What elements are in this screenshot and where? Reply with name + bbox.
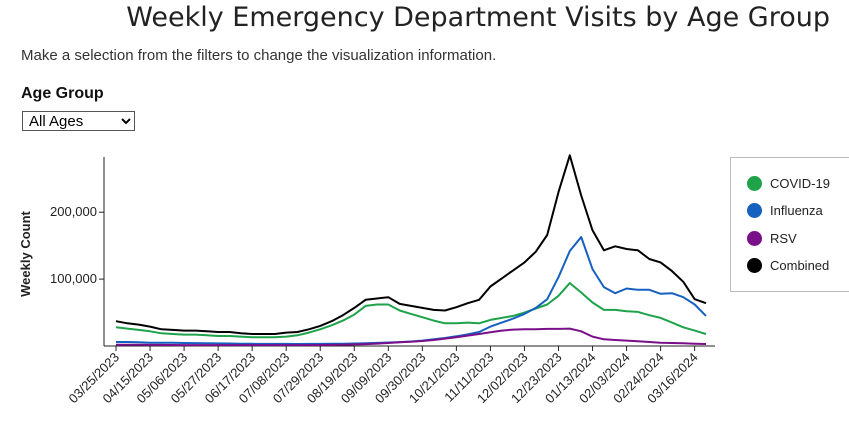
legend-label-covid: COVID-19 <box>770 175 830 191</box>
legend-label-rsv: RSV <box>770 230 797 246</box>
legend-swatch-covid <box>747 175 762 191</box>
series-line-covid <box>115 282 707 339</box>
legend-item-covid[interactable]: COVID-19 <box>747 174 830 192</box>
instructions-text: Make a selection from the filters to cha… <box>21 47 497 64</box>
age-group-label: Age Group <box>21 85 104 102</box>
page-title: Weekly Emergency Department Visits by Ag… <box>126 2 830 33</box>
legend-swatch-rsv <box>747 230 762 246</box>
age-group-select[interactable]: All Ages <box>22 111 135 131</box>
chart-legend: COVID-19 Influenza RSV Combined <box>730 157 849 292</box>
y-tick-label: 200,000 <box>50 204 97 219</box>
series-line-combined <box>115 154 707 335</box>
legend-item-influenza[interactable]: Influenza <box>747 201 823 219</box>
legend-item-rsv[interactable]: RSV <box>747 229 797 247</box>
series-line-rsv <box>116 327 707 347</box>
legend-swatch-influenza <box>747 202 762 218</box>
legend-label-influenza: Influenza <box>770 202 823 218</box>
y-tick-label: 100,000 <box>50 271 97 286</box>
legend-item-combined[interactable]: Combined <box>747 256 829 274</box>
y-axis-title: Weekly Count <box>18 210 33 296</box>
series-line-influenza <box>116 236 707 345</box>
legend-swatch-combined <box>747 257 762 273</box>
legend-label-combined: Combined <box>770 257 830 273</box>
